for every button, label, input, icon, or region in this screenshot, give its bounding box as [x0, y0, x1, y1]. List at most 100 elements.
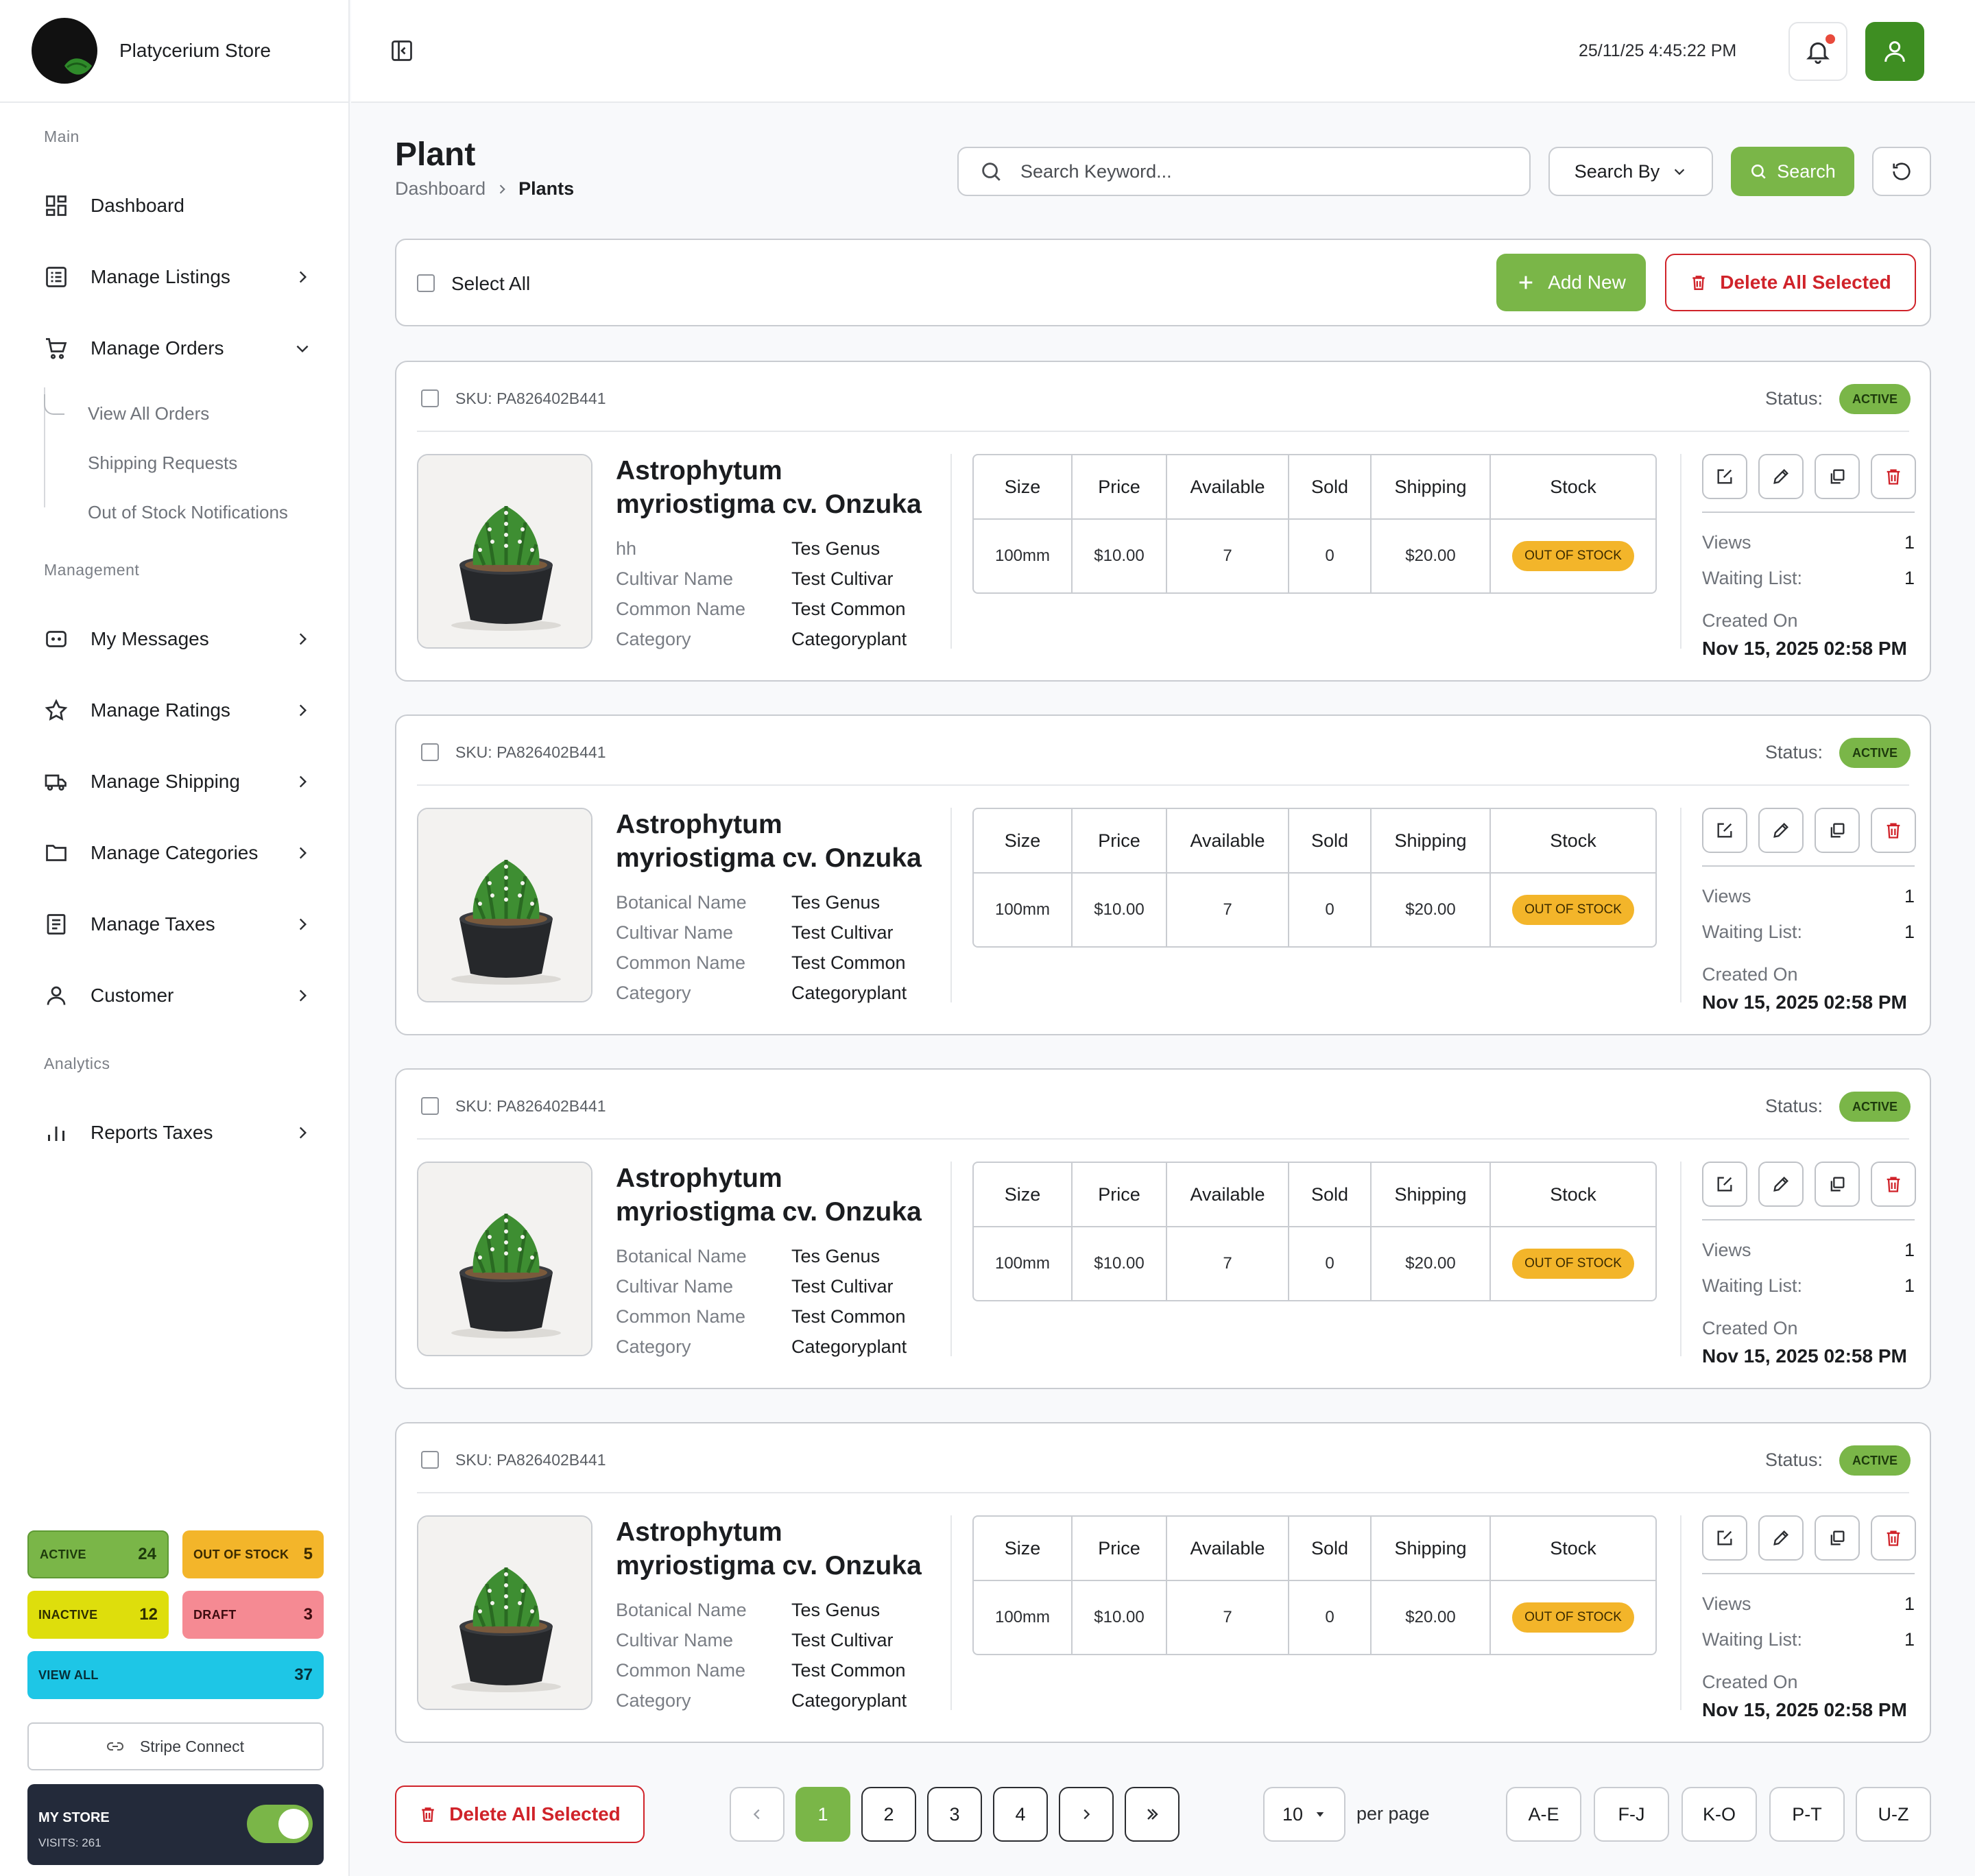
views-label: Views: [1702, 1594, 1751, 1614]
delete-button[interactable]: [1871, 454, 1916, 499]
bell-icon: [1804, 38, 1832, 65]
product-checkbox[interactable]: [421, 1097, 439, 1115]
stat-out-of-stock[interactable]: OUT OF STOCK 5: [182, 1530, 324, 1578]
next-page-button[interactable]: [1059, 1787, 1114, 1842]
table-cell: 7: [1167, 874, 1289, 946]
edit-details-button[interactable]: [1702, 1162, 1747, 1207]
attribute-value: Tes Genus: [791, 538, 881, 559]
last-page-button[interactable]: [1125, 1787, 1180, 1842]
refresh-button[interactable]: [1872, 147, 1931, 196]
edit-details-button[interactable]: [1702, 454, 1747, 499]
per-page-select[interactable]: 10: [1263, 1787, 1345, 1842]
duplicate-button[interactable]: [1815, 808, 1860, 853]
delete-button[interactable]: [1871, 808, 1916, 853]
sidebar-item-manage-orders[interactable]: Manage Orders: [0, 321, 350, 376]
breadcrumb-dashboard[interactable]: Dashboard: [395, 178, 486, 199]
edit-button[interactable]: [1758, 1162, 1804, 1207]
duplicate-button[interactable]: [1815, 1162, 1860, 1207]
product-name[interactable]: Astrophytum myriostigma cv. Onzuka: [616, 1517, 922, 1580]
stat-draft[interactable]: DRAFT 3: [182, 1591, 324, 1639]
submenu-view-all-orders[interactable]: View All Orders: [88, 403, 210, 424]
sidebar-item-manage-listings[interactable]: Manage Listings: [0, 250, 350, 304]
product-checkbox[interactable]: [421, 389, 439, 407]
search-by-dropdown[interactable]: Search By: [1548, 147, 1713, 196]
chevron-right-icon: [294, 844, 311, 862]
delete-all-selected-bottom-button[interactable]: Delete All Selected: [395, 1785, 645, 1843]
sidebar-item-my-messages[interactable]: My Messages: [0, 612, 350, 666]
duplicate-button[interactable]: [1815, 454, 1860, 499]
pencil-icon: [1771, 467, 1791, 486]
duplicate-button[interactable]: [1815, 1515, 1860, 1561]
product-checkbox[interactable]: [421, 743, 439, 761]
user-menu-button[interactable]: [1865, 22, 1924, 81]
sidebar-item-manage-ratings[interactable]: Manage Ratings: [0, 683, 350, 738]
page-4-button[interactable]: 4: [993, 1787, 1048, 1842]
sidebar-item-label: Manage Categories: [91, 842, 259, 863]
waiting-list-value: 1: [1904, 1275, 1915, 1296]
search-input[interactable]: [1020, 160, 1500, 182]
sidebar-item-label: Manage Listings: [91, 266, 230, 287]
edit-button[interactable]: [1758, 1515, 1804, 1561]
alpha-filter-f-j[interactable]: F-J: [1594, 1787, 1669, 1842]
page-3-button[interactable]: 3: [927, 1787, 982, 1842]
product-name[interactable]: Astrophytum myriostigma cv. Onzuka: [616, 810, 922, 873]
sidebar-item-reports-taxes[interactable]: Reports Taxes: [0, 1105, 350, 1160]
sidebar-item-label: Reports Taxes: [91, 1122, 213, 1143]
views-label: Views: [1702, 532, 1751, 553]
alpha-filter-a-e[interactable]: A-E: [1506, 1787, 1581, 1842]
add-new-button[interactable]: Add New: [1496, 254, 1646, 311]
alpha-filter-k-o[interactable]: K-O: [1681, 1787, 1757, 1842]
product-name[interactable]: Astrophytum myriostigma cv. Onzuka: [616, 456, 922, 519]
submenu-shipping-requests[interactable]: Shipping Requests: [88, 453, 238, 473]
page-2-button[interactable]: 2: [861, 1787, 916, 1842]
edit-details-button[interactable]: [1702, 808, 1747, 853]
sidebar-item-customer[interactable]: Customer: [0, 968, 350, 1023]
select-all-label[interactable]: Select All: [451, 273, 531, 294]
stat-inactive[interactable]: INACTIVE 12: [27, 1591, 169, 1639]
table-cell: 7: [1167, 520, 1289, 592]
stripe-connect-button[interactable]: Stripe Connect: [27, 1722, 324, 1770]
delete-button[interactable]: [1871, 1515, 1916, 1561]
alpha-filter-u-z[interactable]: U-Z: [1856, 1787, 1931, 1842]
table-header-cell: Sold: [1289, 1517, 1372, 1581]
attribute-label: Cultivar Name: [616, 922, 734, 943]
attribute-row: Cultivar Name Test Cultivar: [616, 1625, 959, 1655]
divider: [950, 808, 952, 1002]
product-name[interactable]: Astrophytum myriostigma cv. Onzuka: [616, 1164, 922, 1227]
my-store-visits: VISITS: 261: [38, 1836, 101, 1849]
stat-active[interactable]: ACTIVE 24: [27, 1530, 169, 1578]
attribute-row: Cultivar Name Test Cultivar: [616, 564, 959, 594]
alpha-filter-p-t[interactable]: P-T: [1769, 1787, 1845, 1842]
notifications-button[interactable]: [1788, 22, 1847, 81]
brand[interactable]: Platycerium Store: [0, 0, 348, 103]
sidebar-item-manage-categories[interactable]: Manage Categories: [0, 826, 350, 880]
page-1-button[interactable]: 1: [795, 1787, 850, 1842]
search-button[interactable]: Search: [1731, 147, 1854, 196]
stock-badge: OUT OF STOCK: [1512, 1249, 1634, 1279]
attribute-row: Botanical Name Tes Genus: [616, 1241, 959, 1271]
attribute-row: hh Tes Genus: [616, 533, 959, 564]
edit-button[interactable]: [1758, 808, 1804, 853]
attribute-row: Common Name Test Common: [616, 948, 959, 978]
edit-square-icon: [1715, 1528, 1734, 1548]
waiting-list-row: Waiting List: 1: [1702, 1275, 1915, 1297]
sidebar-item-dashboard[interactable]: Dashboard: [0, 178, 350, 233]
delete-all-selected-button[interactable]: Delete All Selected: [1665, 254, 1916, 311]
select-all-checkbox[interactable]: [417, 274, 435, 292]
submenu-out-of-stock-notifications[interactable]: Out of Stock Notifications: [88, 502, 288, 522]
prev-page-button[interactable]: [730, 1787, 785, 1842]
section-management: Management: [44, 561, 140, 579]
sidebar-collapse-icon[interactable]: [390, 38, 414, 63]
sidebar-item-manage-shipping[interactable]: Manage Shipping: [0, 754, 350, 809]
attribute-label: Category: [616, 1336, 691, 1357]
attribute-label: Cultivar Name: [616, 1629, 734, 1650]
status-badge: ACTIVE: [1839, 738, 1911, 768]
store-toggle[interactable]: [247, 1805, 313, 1843]
product-checkbox[interactable]: [421, 1451, 439, 1469]
stat-view-all[interactable]: VIEW ALL 37: [27, 1651, 324, 1699]
edit-details-button[interactable]: [1702, 1515, 1747, 1561]
edit-button[interactable]: [1758, 454, 1804, 499]
stock-badge: OUT OF STOCK: [1512, 541, 1634, 571]
delete-button[interactable]: [1871, 1162, 1916, 1207]
sidebar-item-manage-taxes[interactable]: Manage Taxes: [0, 897, 350, 952]
